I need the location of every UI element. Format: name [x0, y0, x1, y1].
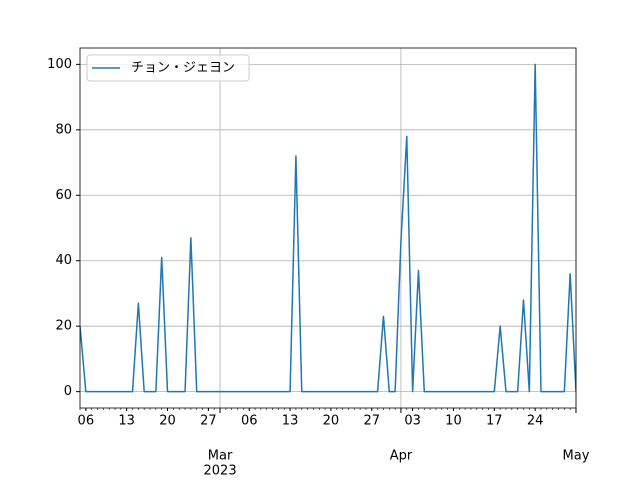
y-tick-label: 40	[55, 253, 72, 268]
x-tick-label: 06	[241, 414, 258, 429]
x-tick-label: 20	[159, 414, 176, 429]
y-tick-label: 80	[55, 122, 72, 137]
x-tick-label: Mar	[208, 449, 233, 464]
y-tick-label: 0	[64, 384, 72, 399]
x-tick-label: 27	[200, 414, 217, 429]
x-tick-label: 13	[282, 414, 299, 429]
x-tick-label: 03	[404, 414, 421, 429]
x-tick-label: Apr	[390, 449, 413, 464]
x-tick-label: May	[563, 449, 590, 464]
x-tick-label: 20	[323, 414, 340, 429]
x-tick-label: 13	[118, 414, 135, 429]
data-line	[80, 63, 576, 393]
plot-frame	[79, 47, 577, 409]
x-tick-label: 17	[486, 414, 503, 429]
legend-box	[86, 54, 250, 82]
y-tick-label: 20	[55, 319, 72, 334]
legend-label: チョン・ジェヨン	[131, 61, 235, 76]
y-tick-label: 100	[47, 57, 72, 72]
x-tick-label: 10	[445, 414, 462, 429]
x-tick-label: 24	[527, 414, 544, 429]
x-tick-label: 27	[363, 414, 380, 429]
x-tick-sublabel: 2023	[204, 464, 237, 479]
y-tick-label: 60	[55, 188, 72, 203]
x-tick-label: 06	[78, 414, 95, 429]
